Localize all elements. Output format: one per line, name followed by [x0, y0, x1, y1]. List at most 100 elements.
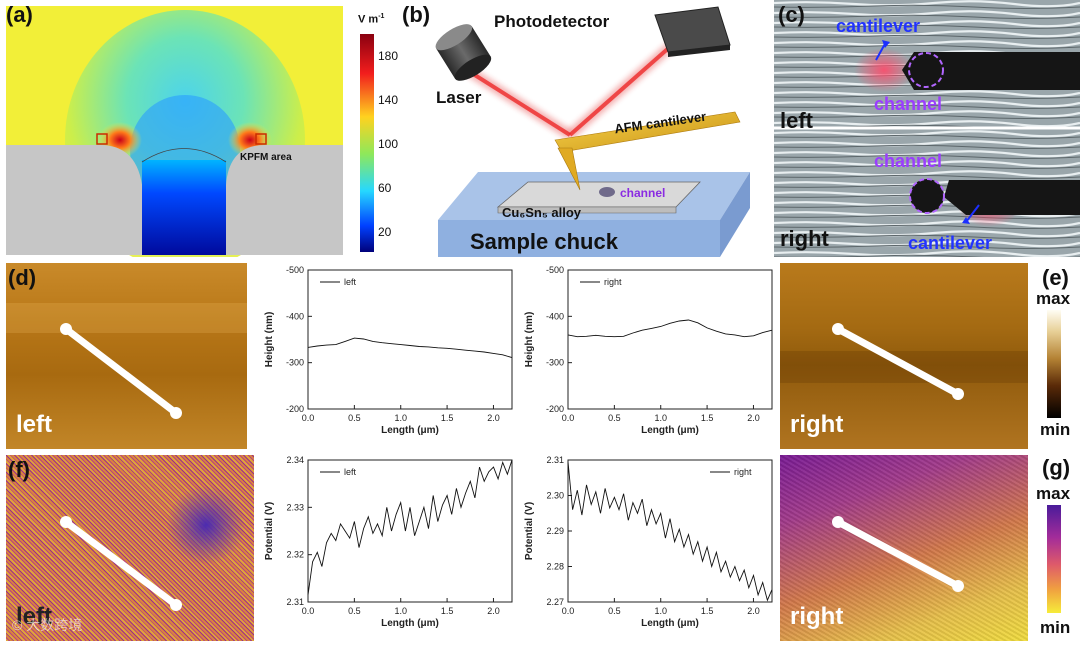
x-tick-label: 2.0 [487, 606, 500, 616]
x-tick-label: 1.0 [654, 413, 667, 423]
series-line-left [307, 337, 513, 359]
panel-e-side: right [790, 411, 844, 438]
x-tick-label: 0.0 [562, 413, 575, 423]
colorbar-tick: 140 [378, 93, 399, 107]
panel-f-label: (f) [8, 457, 30, 482]
y-axis-label: Height (nm) [264, 312, 275, 368]
x-tick-label: 1.5 [441, 606, 454, 616]
bottom-side-label: right [780, 226, 829, 251]
chart-potential-right: 0.0 0.5 1.0 1.5 2.0 2.27 2.28 2.29 2.30 2.31 Lengt… [524, 455, 773, 629]
y-tick-label: -400 [286, 311, 304, 321]
y-tick-label: 2.31 [286, 597, 304, 607]
x-tick-label: 0.0 [302, 413, 315, 423]
y-tick-label: -200 [546, 404, 564, 414]
scale-g-min: min [1040, 618, 1071, 637]
y-axis-label: Potential (V) [264, 502, 275, 560]
x-tick-label: 0.0 [302, 606, 315, 616]
y-tick-label: 2.30 [546, 491, 564, 501]
panel-f-side: left [16, 603, 52, 630]
scale-e-bar [1047, 310, 1061, 418]
panel-e: right [780, 263, 1028, 449]
scale-e-max: max [1036, 289, 1071, 308]
plot-frame [567, 459, 773, 603]
photodetector-label: Photodetector [494, 12, 610, 31]
x-tick-label: 2.0 [747, 606, 760, 616]
colorbar-tick: 100 [378, 137, 399, 151]
plot-frame [307, 269, 513, 410]
unit-text: V m [358, 13, 379, 26]
y-tick-label: 2.28 [546, 562, 564, 572]
field-simulation [6, 6, 343, 257]
x-axis-label: Length (μm) [641, 425, 699, 436]
panel-g: right [780, 455, 1028, 641]
area-label: KPFM area [240, 152, 292, 163]
x-tick-label: 2.0 [487, 413, 500, 423]
y-tick-label: 2.31 [546, 455, 564, 465]
x-tick-label: 0.5 [348, 606, 361, 616]
unit-exponent: -1 [378, 13, 385, 20]
panel-g-side: right [790, 603, 844, 630]
legend-label: right [734, 467, 752, 477]
x-axis-label: Length (μm) [381, 425, 439, 436]
top-channel-label: channel [874, 94, 943, 114]
series-line-right [567, 461, 773, 602]
y-tick-label: -300 [546, 358, 564, 368]
series-line-right [567, 319, 773, 338]
y-tick-label: 2.33 [286, 502, 304, 512]
x-axis-label: Length (μm) [641, 618, 699, 629]
x-axis-label: Length (μm) [381, 618, 439, 629]
panel-f: (f) left © 大数跨境 [6, 455, 254, 641]
y-axis-label: Potential (V) [524, 502, 535, 560]
panel-g-label: (g) [1042, 455, 1071, 480]
x-tick-label: 1.0 [394, 413, 407, 423]
x-tick-label: 1.5 [701, 413, 714, 423]
afm-schematic [435, 6, 750, 257]
panel-d-label: (d) [8, 265, 37, 290]
colorbar-tick: 180 [378, 49, 399, 63]
panel-a-label: (a) [6, 2, 33, 27]
x-tick-label: 0.0 [562, 606, 575, 616]
y-tick-label: -300 [286, 358, 304, 368]
colorbar-a [360, 34, 374, 252]
y-tick-label: -400 [546, 311, 564, 321]
x-tick-label: 1.0 [394, 606, 407, 616]
panel-d: (d) left [6, 263, 247, 449]
panel-b-label: (b) [402, 2, 431, 27]
panel-b: (b) Photodetector Laser AFM cantilever C… [400, 0, 770, 257]
watermark: © 大数跨境 [12, 617, 83, 633]
panel-c: (c) cantilever channel left channel cant… [774, 0, 1080, 257]
x-tick-label: 1.5 [701, 606, 714, 616]
scale-e-min: min [1040, 420, 1071, 439]
x-tick-label: 1.5 [441, 413, 454, 423]
panel-c-label: (c) [778, 2, 805, 27]
y-tick-label: -200 [286, 404, 304, 414]
x-tick-label: 0.5 [608, 606, 621, 616]
bottom-cantilever-label: cantilever [908, 233, 993, 253]
optical-images [774, 0, 1080, 257]
colorbar-tick: 20 [378, 225, 392, 239]
y-tick-label: 2.29 [546, 526, 564, 536]
plot-frame [307, 459, 513, 603]
legend-label: right [604, 277, 622, 287]
colorbar-tick: 60 [378, 181, 392, 195]
panel-e-label: (e) [1042, 265, 1069, 290]
x-tick-label: 1.0 [654, 606, 667, 616]
x-tick-label: 2.0 [747, 413, 760, 423]
scale-g-max: max [1036, 484, 1071, 503]
x-tick-label: 0.5 [608, 413, 621, 423]
panel-a: (a) KPFM area [0, 0, 345, 257]
y-tick-label: -500 [286, 265, 304, 275]
plot-frame [567, 269, 773, 410]
chart-height-right: 0.0 0.5 1.0 1.5 2.0 -500 -400 -300 -200 Length (μ… [524, 265, 773, 436]
chart-height-left: 0.0 0.5 1.0 1.5 2.0 -500 -400 -300 -200 Length (μ… [264, 265, 513, 436]
y-axis-label: Height (nm) [524, 312, 535, 368]
panel-d-side: left [16, 411, 52, 438]
x-tick-label: 0.5 [348, 413, 361, 423]
y-tick-label: -500 [546, 265, 564, 275]
legend-label: left [344, 277, 357, 287]
channel-label-b: channel [620, 186, 666, 200]
chart-potential-left: 0.0 0.5 1.0 1.5 2.0 2.31 2.32 2.33 2.34 Length (μ… [264, 455, 513, 629]
bottom-channel-label: channel [874, 151, 943, 171]
sample-chuck-label: Sample chuck [470, 229, 618, 254]
y-tick-label: 2.27 [546, 597, 564, 607]
